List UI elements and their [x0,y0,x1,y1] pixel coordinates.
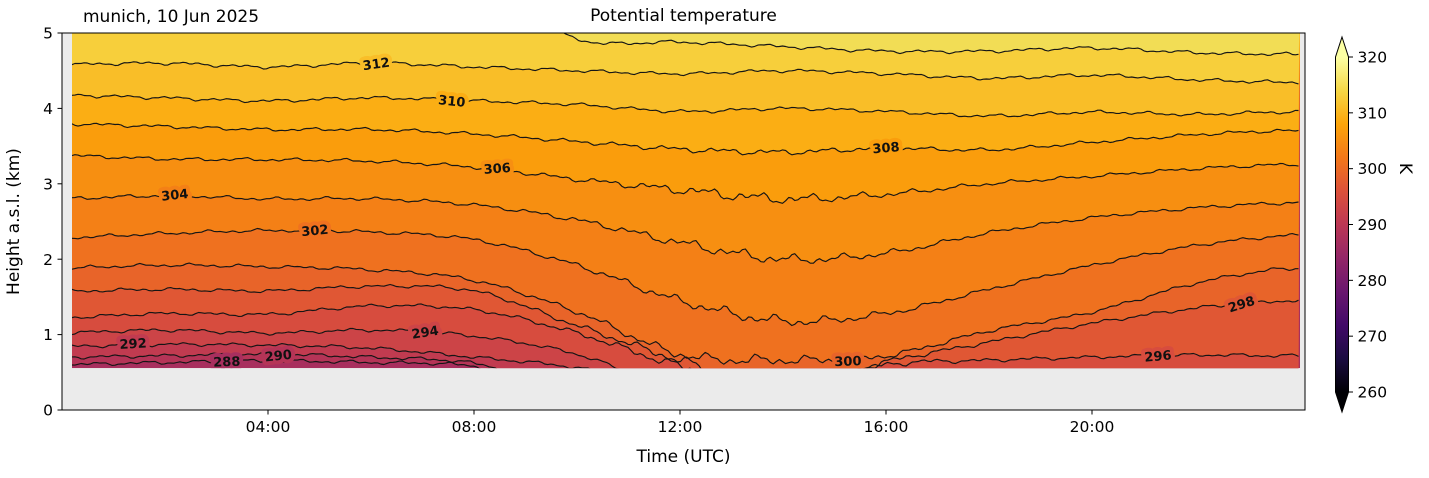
contour-label-304K: 304 [161,187,190,205]
contour-label-302K: 302 [301,223,329,240]
colorbar-tick-label: 260 [1358,384,1388,402]
chart-title: Potential temperature [590,6,777,26]
colorbar-tick-label: 270 [1358,328,1388,346]
x-axis: 04:00 08:00 12:00 16:00 20:00 Time (UTC) [246,410,1115,467]
contour-label-306K: 306 [483,161,511,178]
x-tick-label: 16:00 [864,418,909,436]
y-tick-label: 2 [43,251,53,269]
x-tick-label: 12:00 [658,418,703,436]
station-date-annotation: munich, 10 Jun 2025 [83,7,260,27]
y-tick-label: 0 [43,402,53,420]
contour-line-308K [72,122,1299,156]
y-tick-label: 5 [43,25,53,43]
x-tick-label: 04:00 [246,418,291,436]
contour-line-290K [72,352,497,369]
colorbar: 260 270 280 290 300 310 320 K [1335,35,1415,414]
contour-lines [72,33,1299,369]
contour-line-302K [72,227,1299,327]
contour-label-296K: 296 [1144,348,1172,365]
contour-label-308K: 308 [872,140,900,157]
colorbar-tick-label: 310 [1358,104,1388,122]
contour-line-306K [72,154,1299,204]
contour-line-314K [562,33,1299,56]
contour-line-292K [72,342,590,369]
contour-fills [72,33,1300,369]
colorbar-tick-label: 320 [1358,49,1388,67]
contour-line-288K [72,358,480,369]
contour-line-294K [72,327,618,369]
axes-spines [61,32,1306,411]
colorbar-tick-label: 300 [1358,160,1388,178]
colorbar-gradient [1335,57,1349,392]
y-tick-label: 4 [43,100,53,118]
colorbar-tick-label: 280 [1358,272,1388,290]
contour-label-300K: 300 [834,354,862,370]
colorbar-tick-label: 290 [1358,216,1388,234]
contour-line-310K [72,93,1299,118]
colorbar-extend-min-arrow [1335,392,1349,412]
y-axis: 0 1 2 3 4 5 Height a.s.l. (km) [4,25,62,420]
contour-line-312K [72,61,1299,85]
y-tick-label: 3 [43,175,53,193]
contour-label-292K: 292 [119,336,147,352]
contour-line-304K [72,193,1299,264]
contour-label-290K: 290 [264,348,293,366]
y-tick-label: 1 [43,326,53,344]
contour-line-296K [72,303,1299,369]
x-axis-label: Time (UTC) [636,447,731,467]
x-tick-label: 20:00 [1070,418,1115,436]
contour-label-288K: 288 [213,355,241,371]
x-tick-label: 08:00 [452,418,497,436]
y-axis-label: Height a.s.l. (km) [4,148,24,295]
contour-label-310K: 310 [437,93,466,111]
colorbar-unit-label: K [1395,163,1415,175]
contour-band-314K [564,33,1300,56]
colorbar-extend-max-arrow [1335,37,1349,57]
contour-line-300K [72,262,1299,365]
